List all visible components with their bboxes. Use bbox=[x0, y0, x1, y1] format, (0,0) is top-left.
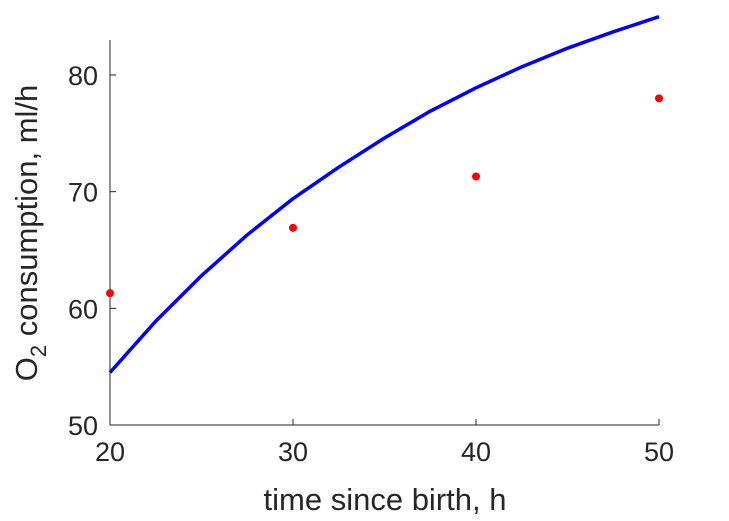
y-axis-title: O2 consumption, ml/h bbox=[9, 85, 51, 382]
data-point bbox=[289, 223, 297, 232]
axes: 20 30 40 50 50 60 70 80 bbox=[68, 40, 674, 467]
x-tick-label: 20 bbox=[95, 437, 125, 467]
data-point bbox=[106, 289, 114, 298]
y-tick-label: 50 bbox=[68, 411, 98, 441]
y-axis-title-main: O bbox=[9, 357, 44, 381]
data-point bbox=[472, 172, 480, 181]
x-axis-title: time since birth, h bbox=[264, 482, 507, 517]
x-tick-label: 30 bbox=[278, 437, 308, 467]
y-tick-label: 80 bbox=[68, 61, 98, 91]
y-axis-title-rest: consumption, ml/h bbox=[9, 85, 44, 345]
x-tick-label: 40 bbox=[461, 437, 491, 467]
model-curve bbox=[108, 15, 660, 374]
y-axis-title-subscript: 2 bbox=[26, 345, 51, 357]
y-tick-label: 70 bbox=[68, 178, 98, 208]
plot-area bbox=[106, 15, 663, 374]
data-point bbox=[655, 94, 663, 103]
x-tick-label: 50 bbox=[644, 437, 674, 467]
y-tick-label: 60 bbox=[68, 294, 98, 324]
